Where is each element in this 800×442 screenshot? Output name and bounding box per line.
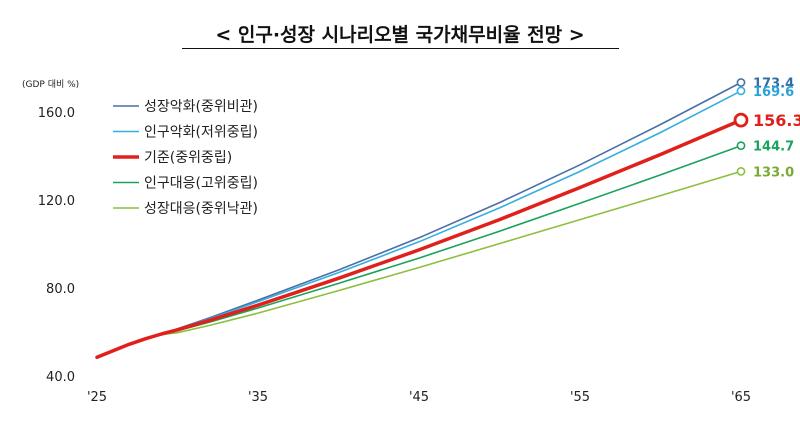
title-underline — [182, 48, 619, 49]
x-tick-label: '45 — [409, 390, 429, 405]
end-marker — [733, 112, 749, 128]
y-tick-label: 80.0 — [46, 282, 75, 297]
y-tick-label: 40.0 — [46, 370, 75, 385]
end-marker — [736, 141, 746, 151]
unit-label: (GDP 대비 %) — [22, 79, 79, 90]
x-tick-label: '35 — [248, 390, 268, 405]
chart-title: < 인구·성장 시나리오별 국가채무비율 전망 > — [215, 24, 585, 46]
y-tick-label: 160.0 — [38, 106, 75, 121]
legend: 성장악화(중위비관) 인구악화(저위중립) 기준(중위중립) 인구대응(고위중립) 성장… — [113, 99, 258, 217]
end-marker — [736, 166, 746, 176]
x-axis-ticks: '25 '35 '45 '55 '65 — [87, 390, 751, 405]
series-line — [96, 170, 742, 359]
series-lines — [95, 81, 743, 360]
end-value-label: 144.7 — [753, 140, 794, 155]
x-tick-label: '25 — [87, 390, 107, 405]
x-tick-label: '55 — [570, 390, 590, 405]
y-tick-label: 120.0 — [38, 194, 75, 209]
end-value-label: 169.6 — [753, 85, 794, 100]
legend-label: 인구악화(저위중립) — [144, 125, 258, 141]
end-value-label: 173.4 — [753, 77, 794, 92]
series-line — [95, 118, 743, 360]
end-markers — [733, 78, 749, 176]
x-tick-label: '65 — [731, 390, 751, 405]
legend-label: 기준(중위중립) — [144, 150, 232, 166]
legend-label: 인구대응(고위중립) — [144, 176, 258, 192]
legend-label: 성장악화(중위비관) — [144, 99, 258, 115]
end-marker — [736, 78, 746, 87]
y-axis-ticks: 40.0 80.0 120.0 160.0 — [38, 106, 75, 385]
end-value-label: 156.3 — [753, 111, 800, 130]
end-value-label: 133.0 — [753, 165, 794, 180]
legend-label: 성장대응(중위낙관) — [144, 201, 258, 217]
end-marker — [736, 86, 746, 96]
